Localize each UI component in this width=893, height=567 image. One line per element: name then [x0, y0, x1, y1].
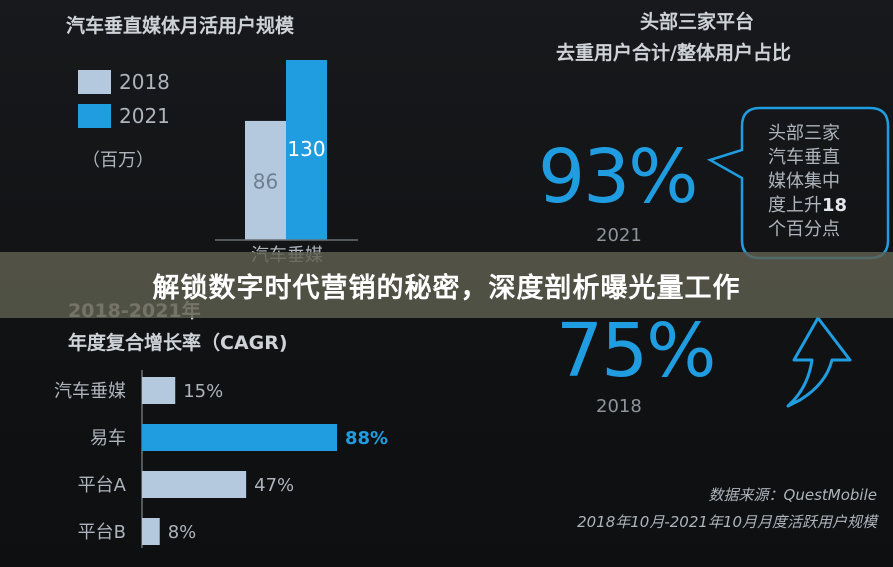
bubble-line-5: 个百分点 — [768, 219, 840, 240]
hbar-category-label: 易车 — [90, 428, 126, 449]
hbar-bar — [142, 424, 337, 451]
vbar-chart-title: 汽车垂直媒体月活用户规模 — [66, 15, 295, 37]
overlay-title: 解锁数字时代营销的秘密，深度剖析曝光量工作 — [152, 272, 741, 304]
bar-value-label-2021: 130 — [287, 137, 325, 161]
kpi-year-2018: 2018 — [596, 396, 642, 417]
bubble-line-4-text: 度上升 — [768, 195, 822, 216]
legend-item-2018: 2018 — [78, 70, 170, 94]
kpi-title-line2: 去重用户合计/整体用户占比 — [556, 42, 791, 64]
hbar-value-label: 15% — [183, 381, 223, 402]
kpi-value-2021: 93% — [538, 134, 698, 220]
hbar-bar — [142, 471, 247, 498]
bubble-number: 18 — [822, 195, 848, 216]
hbar-category-label: 平台A — [78, 475, 127, 496]
unit-note: （百万） — [82, 150, 154, 171]
legend-swatch-2021 — [78, 104, 111, 128]
kpi-year-2021: 2021 — [596, 225, 642, 246]
source-line-2: 2018年10月-2021年10月月度活跃用户规模 — [577, 513, 877, 531]
legend-label-2021: 2021 — [119, 104, 170, 128]
bubble-text: 头部三家 汽车垂直 媒体集中 度上升18 个百分点 — [768, 122, 868, 242]
bar-2018 — [245, 120, 286, 240]
source-line-1: 数据来源：QuestMobile — [708, 486, 877, 504]
bubble-line-1: 头部三家 — [768, 123, 840, 144]
bar-value-label-2018: 86 — [253, 169, 278, 193]
bubble-line-3: 媒体集中 — [768, 171, 840, 192]
legend-label-2018: 2018 — [119, 70, 170, 94]
hbar-bar — [142, 377, 176, 404]
bar-2021 — [286, 60, 327, 240]
legend-item-2021: 2021 — [78, 104, 170, 128]
legend-swatch-2018 — [78, 70, 111, 94]
bubble-line-2: 汽车垂直 — [768, 147, 840, 168]
hbar-value-label: 8% — [168, 522, 197, 543]
hbar-value-label: 47% — [254, 475, 294, 496]
overlay-band — [0, 252, 893, 318]
hbar-bar — [142, 518, 160, 545]
kpi-value-2018: 75% — [556, 308, 716, 394]
up-arrow-icon — [786, 316, 852, 408]
hbar-category-label: 平台B — [78, 522, 126, 543]
kpi-title-line1: 头部三家平台 — [640, 11, 755, 33]
hbar-chart-title-line2: 年度复合增长率（CAGR) — [68, 332, 288, 354]
bubble-line-4: 度上升18 — [768, 194, 868, 218]
hbar-value-label: 88% — [345, 428, 388, 449]
hbar-category-label: 汽车垂媒 — [54, 381, 126, 402]
